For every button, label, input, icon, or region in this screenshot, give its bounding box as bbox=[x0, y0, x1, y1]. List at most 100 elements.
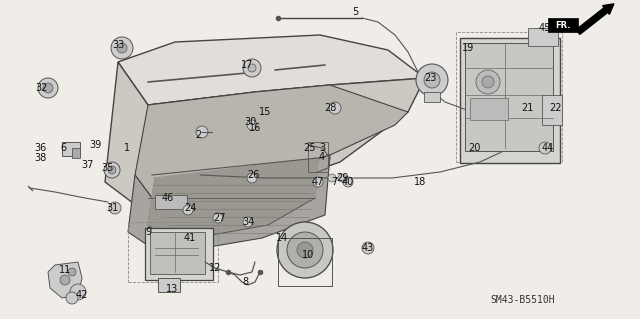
Text: 46: 46 bbox=[162, 193, 174, 203]
Text: 8: 8 bbox=[242, 277, 248, 287]
Circle shape bbox=[243, 59, 261, 77]
Text: 34: 34 bbox=[242, 217, 254, 227]
Circle shape bbox=[243, 217, 253, 227]
Text: 47: 47 bbox=[312, 177, 324, 187]
Circle shape bbox=[328, 174, 336, 182]
Text: FR.: FR. bbox=[556, 20, 571, 29]
Text: 31: 31 bbox=[106, 203, 118, 213]
Circle shape bbox=[476, 70, 500, 94]
Text: 6: 6 bbox=[60, 143, 66, 153]
Text: 22: 22 bbox=[548, 103, 561, 113]
Polygon shape bbox=[105, 62, 425, 212]
Text: 28: 28 bbox=[324, 103, 336, 113]
Circle shape bbox=[111, 37, 133, 59]
Text: 12: 12 bbox=[209, 263, 221, 273]
Bar bbox=[548, 18, 578, 32]
Circle shape bbox=[329, 102, 341, 114]
Circle shape bbox=[362, 242, 374, 254]
Circle shape bbox=[213, 213, 223, 223]
Circle shape bbox=[313, 177, 323, 187]
Text: 45: 45 bbox=[539, 23, 551, 33]
Text: 32: 32 bbox=[36, 83, 48, 93]
FancyArrow shape bbox=[576, 4, 614, 34]
Circle shape bbox=[277, 222, 333, 278]
Circle shape bbox=[343, 177, 353, 187]
Circle shape bbox=[104, 162, 120, 178]
Circle shape bbox=[196, 126, 208, 138]
Text: 38: 38 bbox=[34, 153, 46, 163]
Text: 43: 43 bbox=[362, 243, 374, 253]
Circle shape bbox=[109, 202, 121, 214]
Circle shape bbox=[424, 72, 440, 88]
Circle shape bbox=[68, 268, 76, 276]
Circle shape bbox=[287, 232, 323, 268]
Text: 27: 27 bbox=[214, 213, 227, 223]
Text: 16: 16 bbox=[249, 123, 261, 133]
Bar bbox=[465, 43, 553, 151]
Bar bbox=[158, 278, 180, 292]
Circle shape bbox=[482, 76, 494, 88]
Bar bbox=[62, 142, 80, 156]
Circle shape bbox=[108, 166, 116, 174]
Text: 3: 3 bbox=[319, 143, 325, 153]
Text: 33: 33 bbox=[112, 40, 124, 50]
Text: 14: 14 bbox=[276, 233, 288, 243]
Text: 17: 17 bbox=[241, 60, 253, 70]
Text: 40: 40 bbox=[342, 177, 354, 187]
Circle shape bbox=[247, 173, 257, 183]
Text: 20: 20 bbox=[468, 143, 480, 153]
Text: 42: 42 bbox=[76, 290, 88, 300]
Circle shape bbox=[297, 242, 313, 258]
Circle shape bbox=[338, 174, 346, 182]
Bar bbox=[278, 238, 332, 286]
Text: 1: 1 bbox=[124, 143, 130, 153]
Text: 19: 19 bbox=[462, 43, 474, 53]
Circle shape bbox=[43, 83, 53, 93]
Polygon shape bbox=[135, 85, 408, 198]
Circle shape bbox=[183, 205, 193, 215]
Text: 23: 23 bbox=[424, 73, 436, 83]
Text: 9: 9 bbox=[145, 227, 151, 237]
Circle shape bbox=[66, 292, 78, 304]
Bar bbox=[145, 228, 213, 280]
Text: 25: 25 bbox=[304, 143, 316, 153]
Text: 35: 35 bbox=[102, 163, 114, 173]
Text: 36: 36 bbox=[34, 143, 46, 153]
Bar bbox=[155, 195, 187, 209]
Text: 10: 10 bbox=[302, 250, 314, 260]
Text: 26: 26 bbox=[247, 170, 259, 180]
Circle shape bbox=[248, 64, 256, 72]
Text: 30: 30 bbox=[244, 117, 256, 127]
Text: 5: 5 bbox=[352, 7, 358, 17]
Circle shape bbox=[416, 64, 448, 96]
Text: 24: 24 bbox=[184, 203, 196, 213]
Circle shape bbox=[117, 43, 127, 53]
Text: 18: 18 bbox=[414, 177, 426, 187]
Bar bbox=[308, 142, 328, 172]
Polygon shape bbox=[118, 35, 425, 105]
Bar bbox=[72, 148, 80, 158]
Text: 29: 29 bbox=[336, 173, 348, 183]
Polygon shape bbox=[148, 158, 318, 242]
Text: 39: 39 bbox=[89, 140, 101, 150]
Bar bbox=[528, 28, 558, 46]
Bar bbox=[460, 38, 560, 163]
Circle shape bbox=[70, 284, 86, 300]
Text: 41: 41 bbox=[184, 233, 196, 243]
Circle shape bbox=[60, 275, 70, 285]
Circle shape bbox=[38, 78, 58, 98]
Text: 21: 21 bbox=[521, 103, 533, 113]
Polygon shape bbox=[128, 155, 330, 255]
Polygon shape bbox=[148, 158, 318, 225]
Bar bbox=[542, 95, 562, 125]
Circle shape bbox=[247, 120, 257, 130]
Text: 15: 15 bbox=[259, 107, 271, 117]
Text: 7: 7 bbox=[331, 177, 337, 187]
Bar bbox=[424, 92, 440, 102]
Text: 11: 11 bbox=[59, 265, 71, 275]
Text: 37: 37 bbox=[82, 160, 94, 170]
Circle shape bbox=[539, 142, 551, 154]
Text: 2: 2 bbox=[195, 130, 201, 140]
Text: SM43-B5510H: SM43-B5510H bbox=[490, 295, 555, 305]
Bar bbox=[150, 232, 205, 274]
